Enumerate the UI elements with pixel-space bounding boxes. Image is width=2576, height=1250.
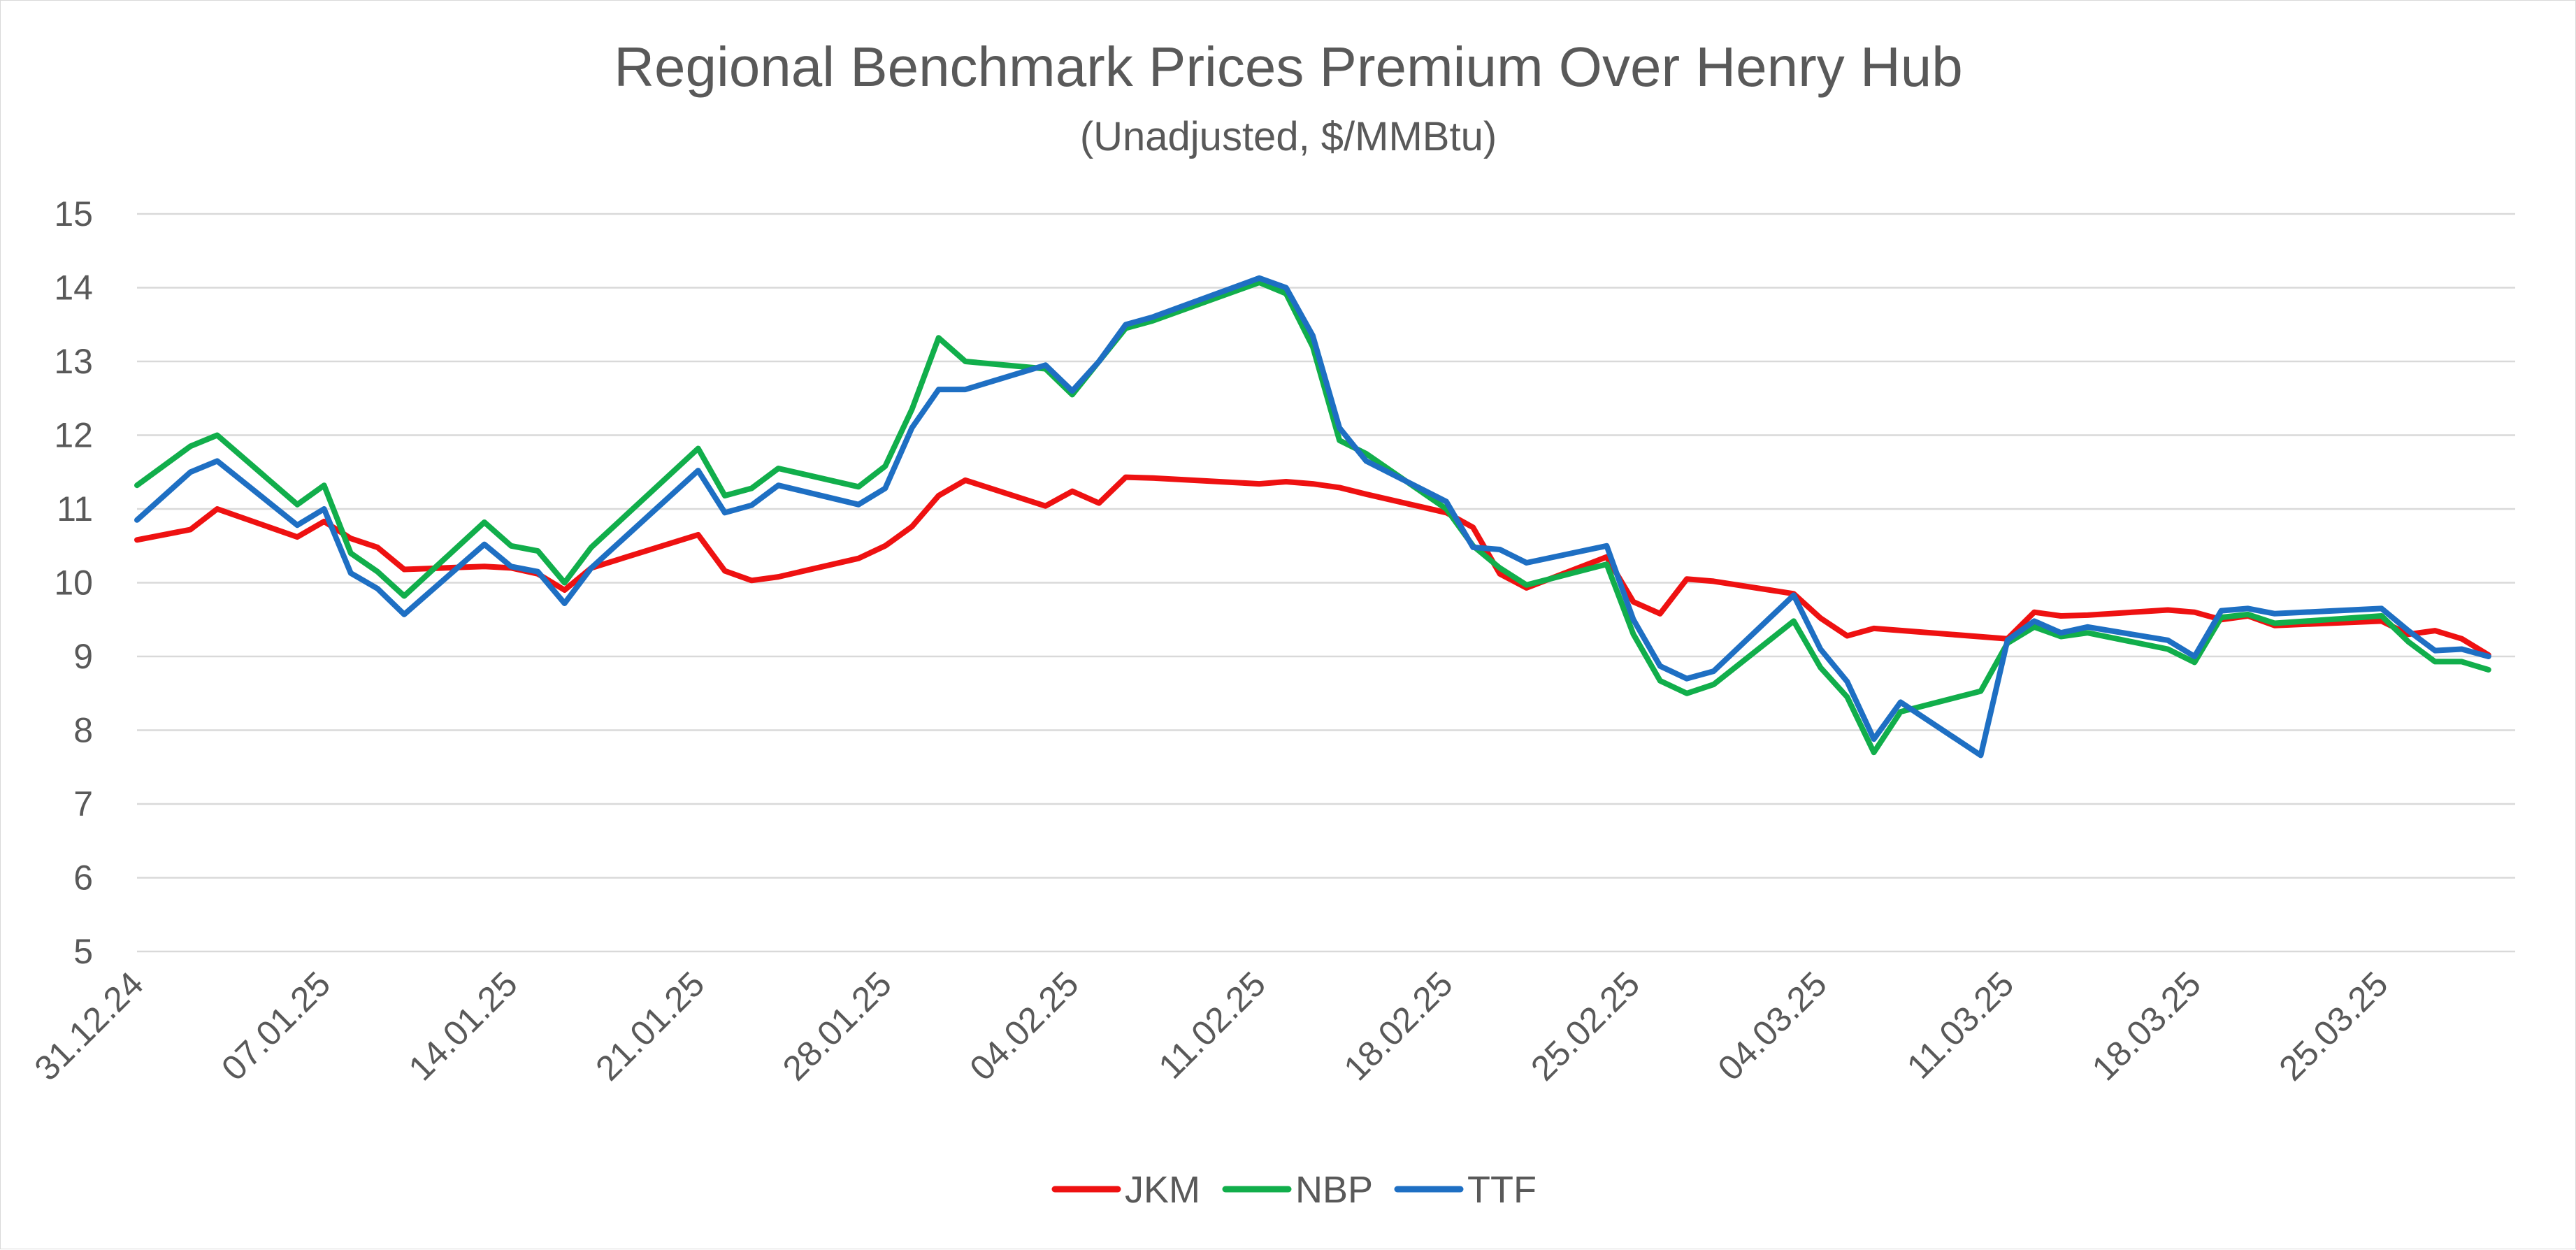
x-tick-label: 31.12.24 (27, 964, 151, 1088)
gridlines (137, 213, 2515, 953)
x-tick-label: 14.01.25 (401, 964, 525, 1088)
x-tick-label: 18.02.25 (1337, 964, 1460, 1088)
y-tick-label: 9 (73, 637, 93, 676)
legend-label-nbp: NBP (1295, 1169, 1373, 1211)
x-axis-ticks: 31.12.24 07.01.25 14.01.25 21.01.25 28.01.25… (27, 964, 2396, 1088)
y-tick-label: 8 (73, 711, 93, 750)
y-tick-label: 13 (54, 342, 93, 381)
y-tick-label: 7 (73, 784, 93, 824)
y-tick-label: 6 (73, 859, 93, 898)
legend: JKM NBP TTF (1051, 1169, 1537, 1211)
chart-title: Regional Benchmark Prices Premium Over H… (614, 36, 1963, 98)
x-tick-label: 11.03.25 (1899, 964, 2022, 1086)
y-tick-label: 11 (57, 489, 93, 529)
x-tick-label: 07.01.25 (214, 964, 338, 1088)
y-tick-label: 5 (73, 932, 93, 971)
y-axis-ticks: 5 6 7 8 9 10 11 12 13 14 15 (54, 194, 93, 971)
series-line-nbp (134, 280, 2491, 756)
series-line-ttf (134, 275, 2491, 759)
x-tick-label: 04.02.25 (962, 964, 1086, 1088)
legend-label-ttf: TTF (1467, 1169, 1537, 1211)
x-tick-label: 25.03.25 (2271, 964, 2395, 1088)
x-tick-label: 25.02.25 (1523, 964, 1647, 1088)
legend-label-jkm: JKM (1125, 1169, 1200, 1211)
y-tick-label: 14 (54, 268, 93, 308)
series-lines (134, 275, 2491, 759)
y-tick-label: 15 (54, 194, 93, 234)
x-tick-label: 18.03.25 (2085, 964, 2208, 1088)
x-tick-label: 28.01.25 (775, 964, 899, 1088)
y-tick-label: 10 (54, 563, 93, 603)
chart-subtitle: (Unadjusted, $/MMBtu) (1080, 114, 1497, 159)
series-line-jkm (134, 474, 2491, 658)
x-tick-label: 04.03.25 (1711, 964, 1834, 1088)
x-tick-label: 21.01.25 (588, 964, 712, 1088)
x-tick-label: 11.02.25 (1151, 964, 1274, 1086)
y-tick-label: 12 (54, 416, 93, 455)
